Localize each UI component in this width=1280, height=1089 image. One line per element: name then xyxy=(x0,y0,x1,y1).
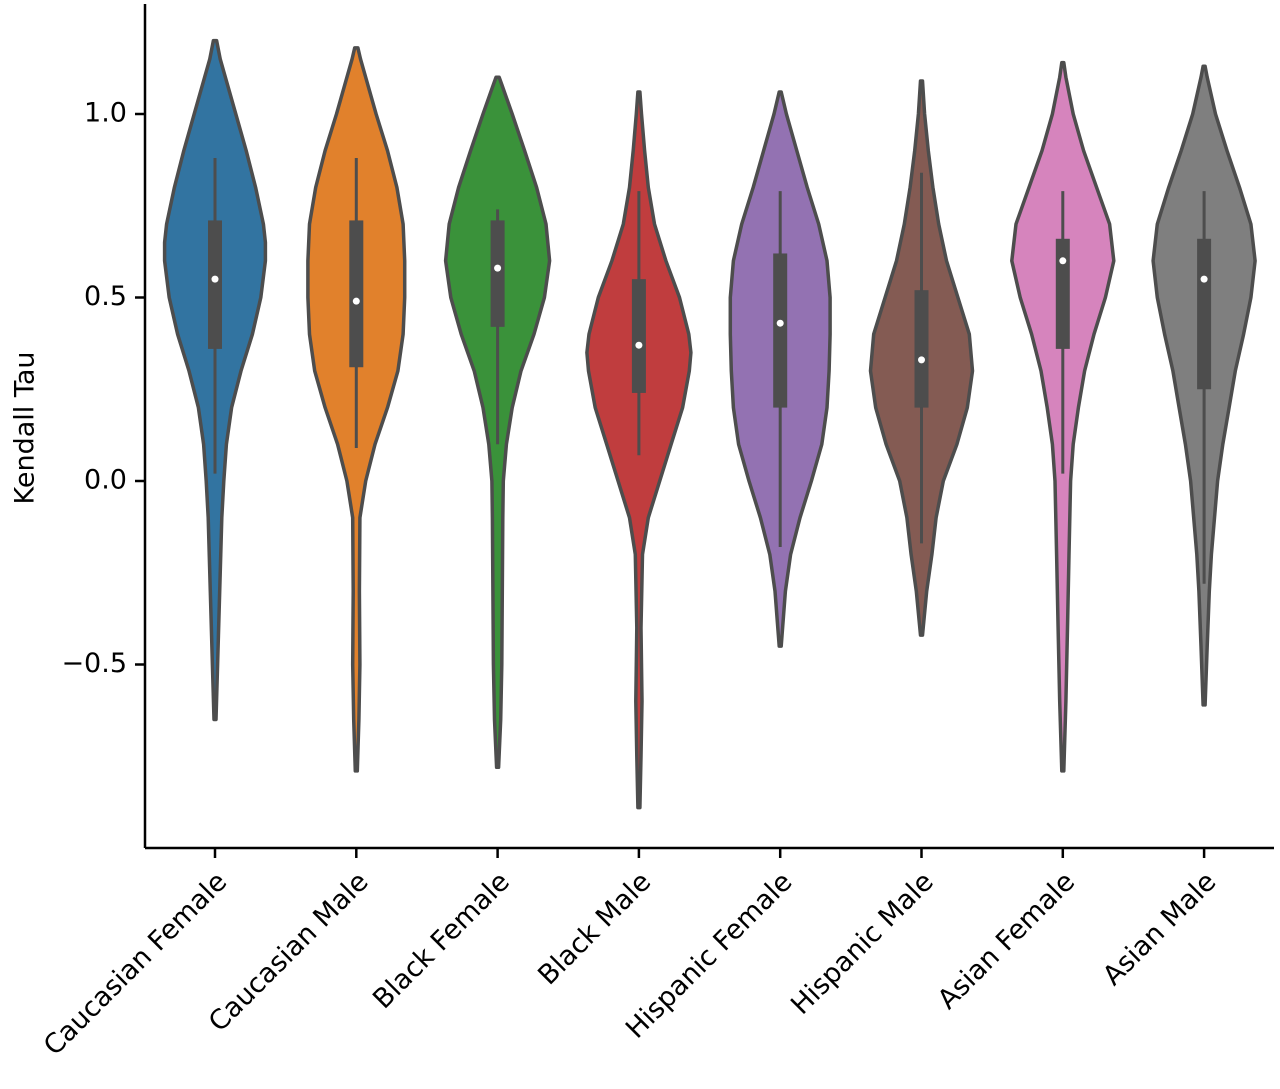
y-tick-label: 1.0 xyxy=(84,98,127,129)
median-point-asian-female xyxy=(1059,257,1067,265)
x-tick-label-asian-female: Asian Female xyxy=(932,866,1081,1015)
x-tick-label-asian-male: Asian Male xyxy=(1097,866,1222,991)
iqr-box-black-female xyxy=(490,220,505,327)
iqr-box-hispanic-male xyxy=(914,290,929,408)
y-tick-label: 0.5 xyxy=(84,281,127,312)
iqr-box-black-male xyxy=(631,279,646,393)
x-tick-label-hispanic-male: Hispanic Male xyxy=(785,866,940,1021)
median-point-black-female xyxy=(494,264,502,272)
y-tick-label: 0.0 xyxy=(84,465,127,496)
y-tick-label: −0.5 xyxy=(61,648,127,679)
iqr-box-hispanic-female xyxy=(773,253,788,408)
x-tick-label-black-male: Black Male xyxy=(532,866,657,991)
median-point-caucasian-female xyxy=(211,275,219,283)
iqr-box-asian-female xyxy=(1055,238,1070,349)
median-point-hispanic-female xyxy=(776,319,784,327)
iqr-box-caucasian-male xyxy=(349,220,364,368)
iqr-box-caucasian-female xyxy=(208,220,222,349)
violins xyxy=(162,38,1257,810)
x-tick-label-caucasian-female: Caucasian Female xyxy=(38,866,233,1061)
median-point-black-male xyxy=(635,341,643,349)
median-point-caucasian-male xyxy=(352,297,360,305)
iqr-box-asian-male xyxy=(1197,238,1212,390)
y-axis-label: Kendall Tau xyxy=(10,351,41,504)
median-point-asian-male xyxy=(1200,275,1208,283)
x-tick-label-black-female: Black Female xyxy=(367,866,516,1015)
median-point-hispanic-male xyxy=(918,356,925,364)
